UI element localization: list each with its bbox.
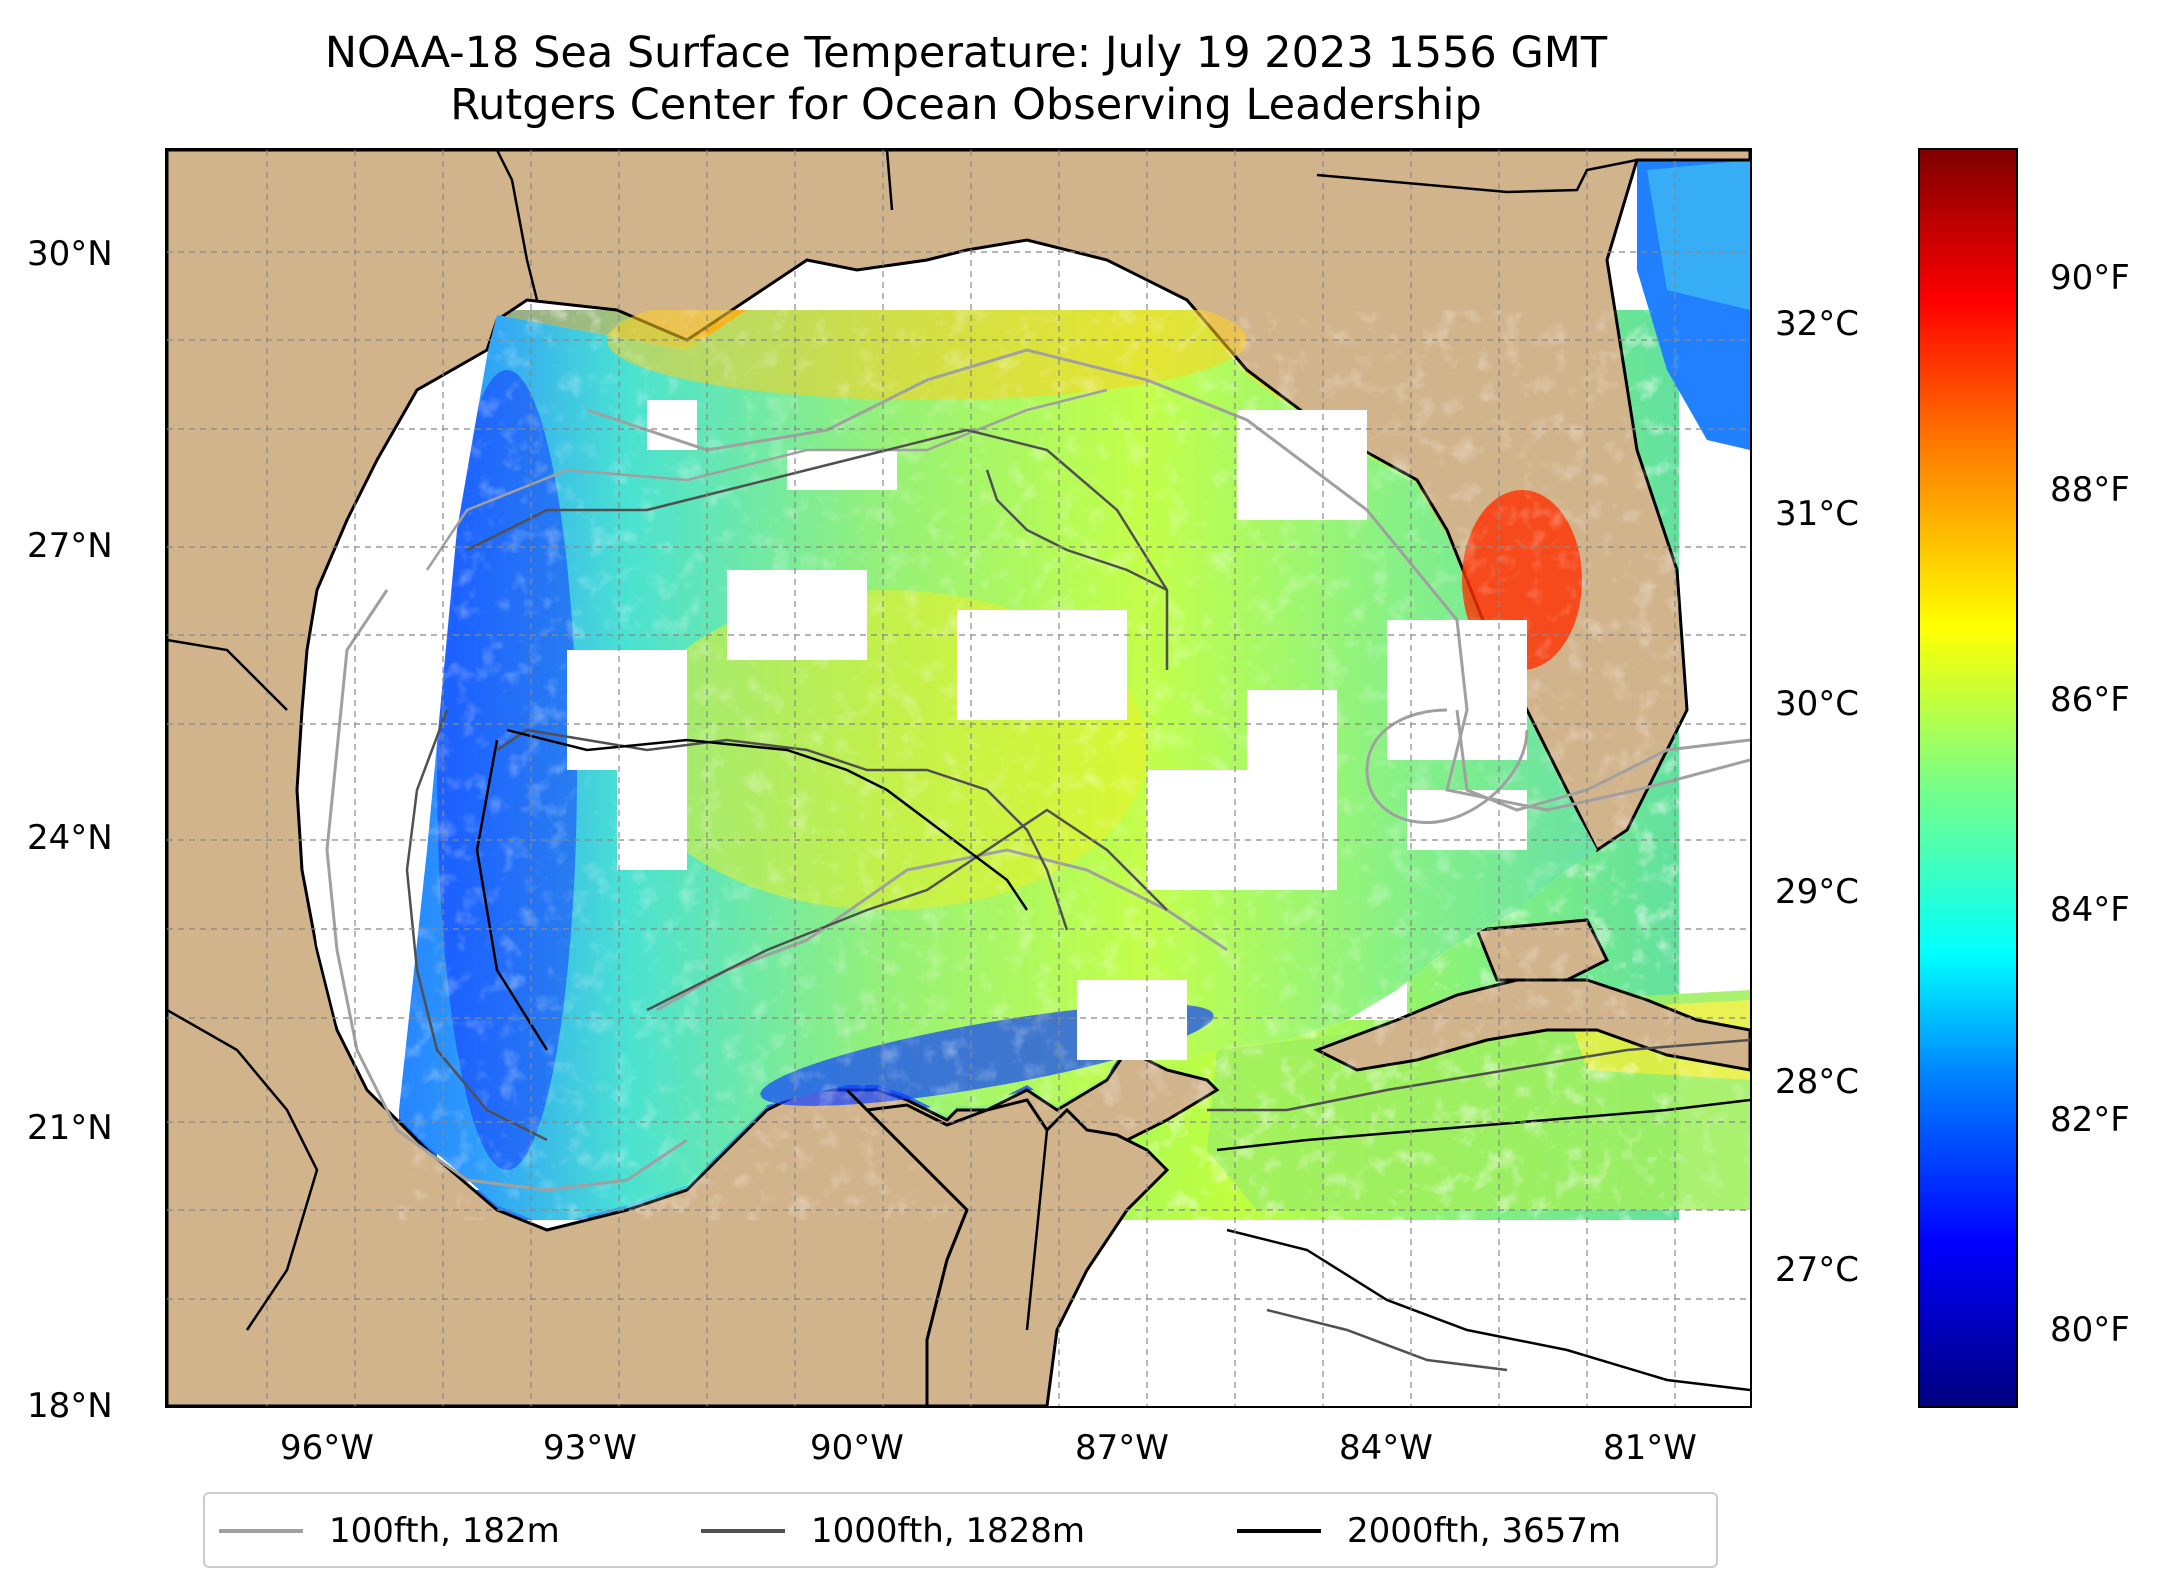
legend-item-100fth: 100fth, 182m bbox=[219, 1508, 560, 1554]
fahrenheit-tick-80: 80°F bbox=[2050, 1310, 2130, 1350]
celsius-tick-27: 27°C bbox=[1775, 1250, 1860, 1290]
fahrenheit-tick-82: 82°F bbox=[2050, 1100, 2130, 1140]
fahrenheit-tick-86: 86°F bbox=[2050, 680, 2130, 720]
celsius-tick-31: 31°C bbox=[1775, 494, 1860, 534]
legend-label-2000fth: 2000fth, 3657m bbox=[1347, 1511, 1622, 1551]
bathymetry-contours bbox=[325, 348, 1750, 1392]
lon-tick-81w: 81°W bbox=[1603, 1428, 1697, 1468]
lat-tick-21n: 21°N bbox=[27, 1108, 113, 1148]
political-borders bbox=[167, 150, 1638, 1331]
yucatan-land bbox=[845, 1088, 1170, 1406]
bathymetry-legend: 100fth, 182m 1000fth, 1828m 2000fth, 365… bbox=[203, 1492, 1718, 1568]
celsius-tick-32: 32°C bbox=[1775, 304, 1860, 344]
celsius-tick-29: 29°C bbox=[1775, 872, 1860, 912]
lon-tick-84w: 84°W bbox=[1339, 1428, 1433, 1468]
map-subtitle: Rutgers Center for Ocean Observing Leade… bbox=[450, 80, 1482, 130]
legend-label-100fth: 100fth, 182m bbox=[329, 1511, 560, 1551]
fahrenheit-tick-88: 88°F bbox=[2050, 470, 2130, 510]
legend-line-2000fth bbox=[1237, 1529, 1321, 1533]
lon-tick-93w: 93°W bbox=[543, 1428, 637, 1468]
celsius-tick-30: 30°C bbox=[1775, 684, 1860, 724]
legend-item-2000fth: 2000fth, 3657m bbox=[1237, 1508, 1621, 1554]
legend-line-100fth bbox=[219, 1529, 303, 1533]
legend-label-1000fth: 1000fth, 1828m bbox=[811, 1511, 1086, 1551]
lat-tick-27n: 27°N bbox=[27, 526, 113, 566]
legend-item-1000fth: 1000fth, 1828m bbox=[701, 1508, 1085, 1554]
lat-tick-24n: 24°N bbox=[27, 818, 113, 858]
atlantic-sst bbox=[1637, 150, 1750, 450]
lon-tick-96w: 96°W bbox=[280, 1428, 374, 1468]
lat-tick-18n: 18°N bbox=[27, 1386, 113, 1426]
map-title: NOAA-18 Sea Surface Temperature: July 19… bbox=[324, 28, 1608, 78]
legend-line-1000fth bbox=[701, 1529, 785, 1533]
lat-tick-30n: 30°N bbox=[27, 234, 113, 274]
grid-lines bbox=[167, 150, 1750, 1406]
celsius-tick-28: 28°C bbox=[1775, 1062, 1860, 1102]
temperature-colorbar bbox=[1918, 148, 2018, 1408]
lon-tick-87w: 87°W bbox=[1075, 1428, 1169, 1468]
fahrenheit-tick-90: 90°F bbox=[2050, 258, 2130, 298]
fahrenheit-tick-84: 84°F bbox=[2050, 890, 2130, 930]
lon-tick-90w: 90°W bbox=[810, 1428, 904, 1468]
sst-map[interactable] bbox=[165, 148, 1752, 1408]
sst-map-canvas bbox=[167, 150, 1750, 1406]
